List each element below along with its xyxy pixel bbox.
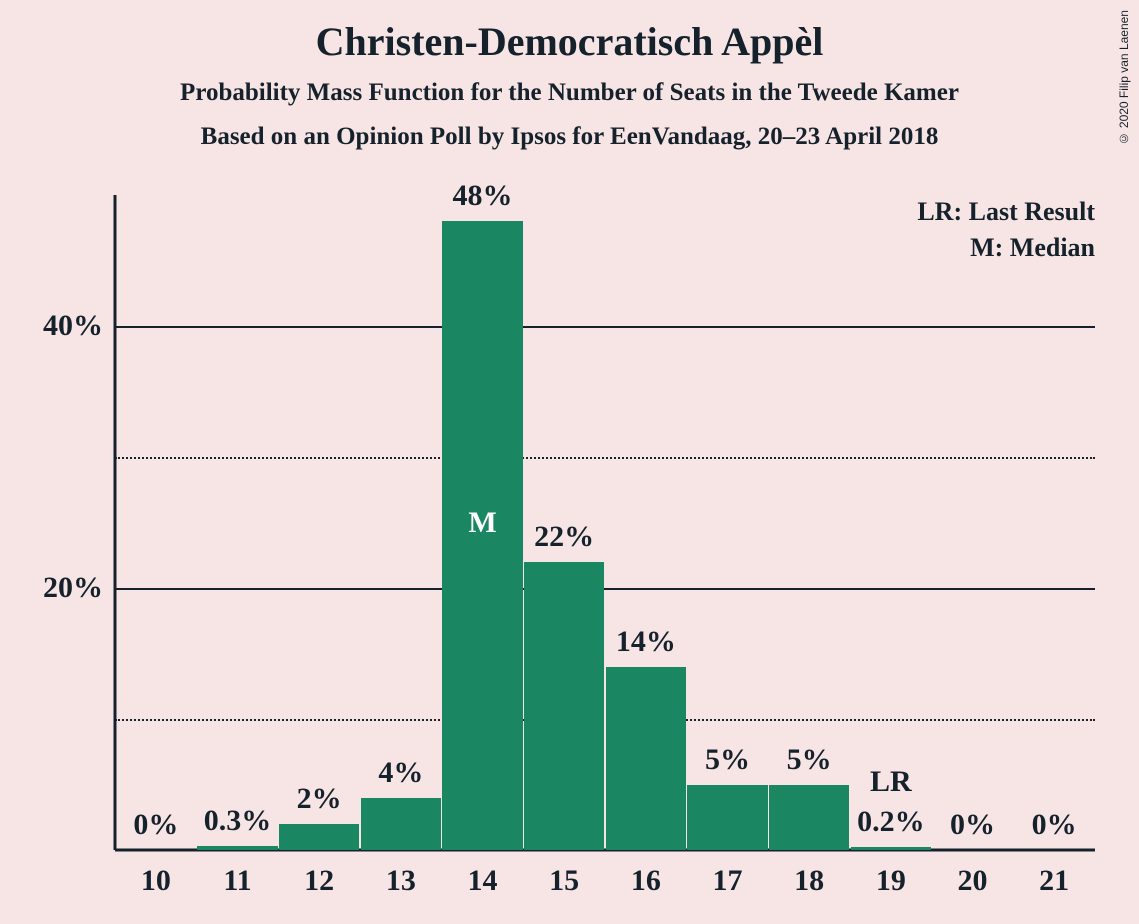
bar	[687, 785, 767, 851]
chart-container: Christen-Democratisch Appèl Probability …	[0, 0, 1139, 924]
xtick-label: 19	[876, 864, 906, 898]
xtick-label: 18	[794, 864, 824, 898]
bar	[851, 847, 931, 850]
bar-value-label: 0%	[133, 808, 178, 842]
chart-subtitle-1: Probability Mass Function for the Number…	[0, 79, 1139, 107]
bar-value-label: 22%	[534, 520, 594, 554]
y-axis	[114, 195, 117, 850]
plot-area: 20%40%0%100.3%112%124%1348%M1422%1514%16…	[115, 195, 1095, 850]
gridline-major	[115, 326, 1095, 328]
bar	[279, 824, 359, 850]
bar-value-label: 2%	[297, 782, 342, 816]
bar-value-label: 0%	[1032, 808, 1077, 842]
xtick-label: 21	[1039, 864, 1069, 898]
gridline-minor	[115, 457, 1095, 459]
median-marker: M	[468, 506, 496, 540]
bar	[524, 562, 604, 850]
copyright-text: © 2020 Filip van Laenen	[1117, 10, 1131, 145]
ytick-label: 40%	[43, 309, 103, 343]
gridline-major	[115, 588, 1095, 590]
xtick-label: 14	[468, 864, 498, 898]
legend: LR: Last Result M: Median	[875, 197, 1095, 263]
xtick-label: 15	[549, 864, 579, 898]
chart-subtitle-2: Based on an Opinion Poll by Ipsos for Ee…	[0, 123, 1139, 151]
bar-value-label: 0%	[950, 808, 995, 842]
xtick-label: 10	[141, 864, 171, 898]
bar-value-label: 48%	[453, 179, 513, 213]
bar-value-label: 14%	[616, 625, 676, 659]
legend-lr: LR: Last Result	[875, 197, 1095, 227]
bar-value-label: 5%	[705, 743, 750, 777]
bar	[197, 846, 277, 850]
chart-title: Christen-Democratisch Appèl	[0, 18, 1139, 65]
ytick-label: 20%	[43, 571, 103, 605]
xtick-label: 16	[631, 864, 661, 898]
xtick-label: 17	[713, 864, 743, 898]
bar-value-label: 0.3%	[204, 804, 272, 838]
xtick-label: 13	[386, 864, 416, 898]
xtick-label: 20	[958, 864, 988, 898]
bar-value-label: 4%	[378, 756, 423, 790]
lr-marker: LR	[870, 765, 912, 799]
bar	[769, 785, 849, 851]
bar-value-label: 5%	[787, 743, 832, 777]
bar	[606, 667, 686, 850]
bar	[361, 798, 441, 850]
xtick-label: 12	[304, 864, 334, 898]
legend-m: M: Median	[875, 233, 1095, 263]
xtick-label: 11	[223, 864, 251, 898]
bar-value-label: 0.2%	[857, 805, 925, 839]
